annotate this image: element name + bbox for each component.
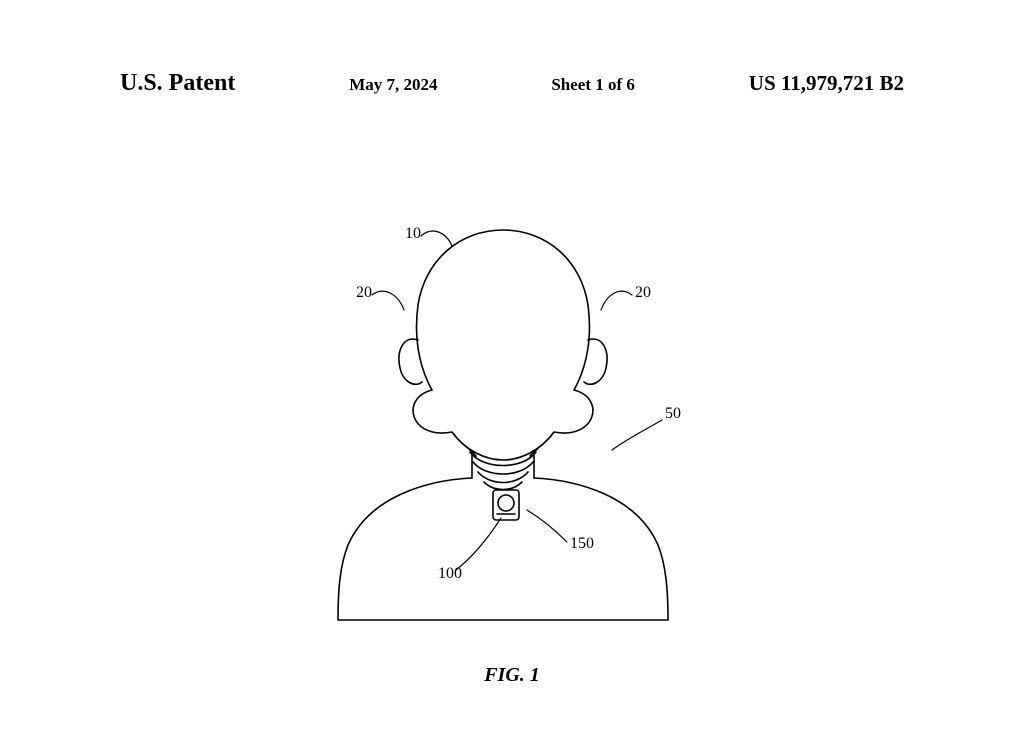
- patent-page: U.S. Patent May 7, 2024 Sheet 1 of 6 US …: [0, 0, 1024, 727]
- callout-label: 100: [438, 565, 462, 582]
- callout-leader: [601, 291, 632, 310]
- callout-leader: [372, 291, 404, 310]
- callout-label: 50: [665, 405, 681, 422]
- callout-leader: [421, 231, 452, 246]
- callout-leader: [527, 510, 567, 542]
- callout-leader: [456, 518, 501, 570]
- callout-label: 150: [570, 535, 594, 552]
- callout-label: 10: [405, 225, 421, 242]
- callout-label: 20: [635, 284, 651, 301]
- callout-label: 20: [356, 284, 372, 301]
- figure-label: FIG. 1: [0, 664, 1024, 687]
- figure-svg: 10 20 20 50 150 100: [0, 0, 1024, 727]
- callout-leader: [612, 420, 662, 450]
- figure-area: 10 20 20 50 150 100: [0, 0, 1024, 727]
